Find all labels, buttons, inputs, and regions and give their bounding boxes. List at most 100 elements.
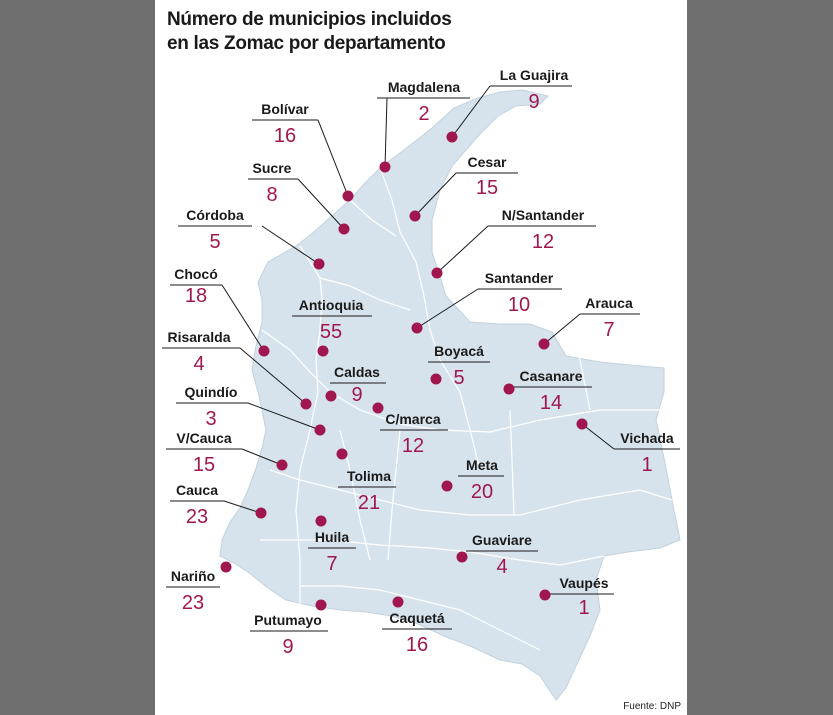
department-label-choco: Chocó xyxy=(174,266,218,282)
department-border xyxy=(387,429,401,561)
department-value-tolima: 21 xyxy=(358,492,380,514)
department-label-cauca: Cauca xyxy=(176,482,218,498)
department-label-meta: Meta xyxy=(466,457,498,473)
department-value-sucre: 8 xyxy=(266,184,277,206)
department-dot-boyaca xyxy=(430,373,442,385)
department-value-caqueta: 16 xyxy=(406,634,428,656)
department-label-putumayo: Putumayo xyxy=(254,612,322,628)
department-border xyxy=(300,585,541,651)
department-value-bolivar: 16 xyxy=(274,125,296,147)
department-label-tolima: Tolima xyxy=(347,468,391,484)
department-label-magdalena: Magdalena xyxy=(388,79,461,95)
department-border xyxy=(509,409,515,516)
department-value-quindio: 3 xyxy=(205,408,216,430)
department-dot-caqueta xyxy=(392,596,404,608)
department-dot-c-marca xyxy=(372,402,384,414)
department-label-santander: Santander xyxy=(485,270,554,286)
department-value-cauca: 23 xyxy=(186,506,208,528)
department-value-vaupes: 1 xyxy=(578,597,589,619)
leader-line-choco xyxy=(221,284,265,352)
department-label-v-cauca: V/Cauca xyxy=(176,430,231,446)
department-dot-n-santander xyxy=(431,267,443,279)
department-label-antioquia: Antioquia xyxy=(299,297,364,313)
department-label-vaupes: Vaupés xyxy=(559,575,608,591)
department-dot-meta xyxy=(441,480,453,492)
department-dot-guaviare xyxy=(456,551,468,563)
department-label-bolivar: Bolívar xyxy=(261,101,309,117)
chart-title: Número de municipios incluidos en las Zo… xyxy=(167,8,452,56)
department-border xyxy=(379,167,481,471)
leader-line-cauca xyxy=(223,500,262,514)
department-label-caldas: Caldas xyxy=(334,364,380,380)
department-dot-cauca xyxy=(255,507,267,519)
department-label-quindio: Quindío xyxy=(185,384,238,400)
department-dot-choco xyxy=(258,345,270,357)
department-value-narino: 23 xyxy=(182,592,204,614)
department-value-magdalena: 2 xyxy=(418,103,429,125)
leader-line-cesar xyxy=(414,172,457,217)
leader-line-risaralda xyxy=(239,347,307,405)
leader-line-cordoba xyxy=(261,225,320,265)
leader-line-magdalena xyxy=(384,97,388,168)
department-dot-caldas xyxy=(325,390,337,402)
department-value-la-guajira: 9 xyxy=(528,91,539,113)
department-dot-la-guajira xyxy=(446,131,458,143)
leader-line-quindio xyxy=(247,402,321,431)
department-border xyxy=(295,245,323,606)
department-label-cesar: Cesar xyxy=(468,154,507,170)
department-value-caldas: 9 xyxy=(351,384,362,406)
department-dot-cesar xyxy=(409,210,421,222)
department-label-caqueta: Caquetá xyxy=(389,610,444,626)
department-value-boyaca: 5 xyxy=(453,367,464,389)
department-border xyxy=(439,189,501,325)
leader-line-sucre xyxy=(297,178,345,230)
leader-line-n-santander xyxy=(436,225,489,274)
department-label-risaralda: Risaralda xyxy=(167,329,230,345)
department-value-v-cauca: 15 xyxy=(193,454,215,476)
department-dot-antioquia xyxy=(317,345,329,357)
department-dot-bolivar xyxy=(342,190,354,202)
department-value-cesar: 15 xyxy=(476,177,498,199)
department-dot-arauca xyxy=(538,338,550,350)
department-value-meta: 20 xyxy=(471,481,493,503)
leader-line-bolivar xyxy=(317,119,349,197)
chart-title-line-1: Número de municipios incluidos xyxy=(167,9,452,30)
department-border xyxy=(269,469,673,516)
department-value-cordoba: 5 xyxy=(209,231,220,253)
department-label-la-guajira: La Guajira xyxy=(500,67,569,83)
department-label-vichada: Vichada xyxy=(620,430,674,446)
department-dot-magdalena xyxy=(379,161,391,173)
department-value-vichada: 1 xyxy=(641,454,652,476)
department-dot-santander xyxy=(411,322,423,334)
department-dot-vaupes xyxy=(539,589,551,601)
department-value-risaralda: 4 xyxy=(193,353,204,375)
department-border xyxy=(569,329,591,411)
department-label-arauca: Arauca xyxy=(585,295,633,311)
source-note: Fuente: DNP xyxy=(623,701,681,712)
department-dot-casanare xyxy=(503,383,515,395)
leader-line-v-cauca xyxy=(241,448,283,466)
department-label-huila: Huila xyxy=(315,529,349,545)
department-dot-quindio xyxy=(314,424,326,436)
colombia-map: Magdalena 2 La Guajira 9 Bolívar 16 Sucre 8 Cesa… xyxy=(162,67,681,701)
department-label-n-santander: N/Santander xyxy=(502,207,585,223)
department-label-boyaca: Boyacá xyxy=(434,343,484,359)
infographic-panel: Número de municipios incluidos en las Zo… xyxy=(155,0,687,715)
department-border xyxy=(261,329,664,433)
leader-line-la-guajira xyxy=(451,85,491,138)
department-label-guaviare: Guaviare xyxy=(472,532,532,548)
country-shape xyxy=(219,89,681,701)
department-dot-huila xyxy=(315,515,327,527)
department-dot-v-cauca xyxy=(276,459,288,471)
department-label-sucre: Sucre xyxy=(253,160,292,176)
department-label-casanare: Casanare xyxy=(519,368,582,384)
department-border xyxy=(319,277,411,311)
department-label-c-marca: C/marca xyxy=(385,411,440,427)
department-value-n-santander: 12 xyxy=(532,231,554,253)
department-value-putumayo: 9 xyxy=(282,636,293,658)
department-dot-vichada xyxy=(576,418,588,430)
department-value-casanare: 14 xyxy=(540,392,562,414)
department-dot-risaralda xyxy=(300,398,312,410)
department-value-huila: 7 xyxy=(326,553,337,575)
department-border xyxy=(349,199,397,237)
